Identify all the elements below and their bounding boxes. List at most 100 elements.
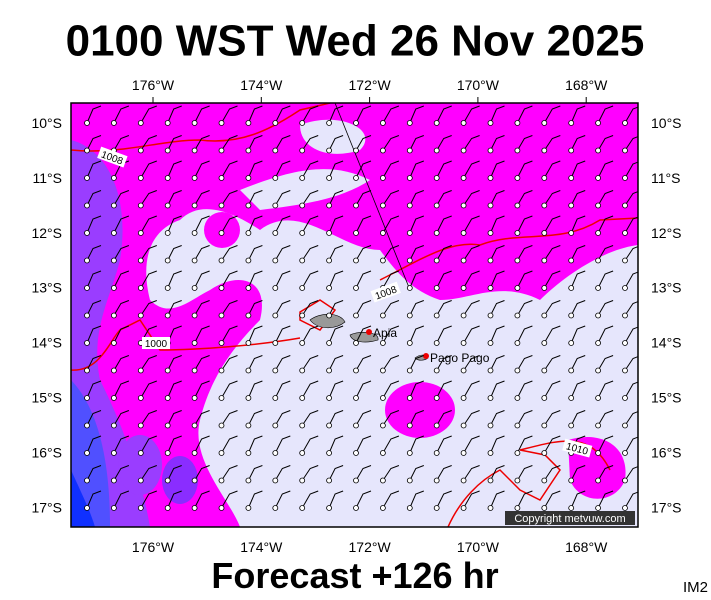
wind-barb	[86, 160, 102, 179]
wind-station	[299, 395, 306, 401]
wind-station	[568, 285, 575, 291]
wind-barb	[570, 135, 586, 151]
wind-barb	[355, 490, 372, 509]
wind-barb	[624, 271, 638, 289]
wind-station	[595, 175, 601, 181]
wind-barb	[86, 245, 102, 261]
wind-station	[568, 395, 575, 401]
wind-barb	[543, 410, 561, 426]
wind-station	[406, 285, 413, 291]
wind-barb	[436, 245, 452, 261]
wind-station	[568, 147, 575, 154]
wind-station	[111, 120, 117, 126]
wind-station	[299, 202, 306, 209]
wind-station	[595, 340, 601, 346]
wind-station	[487, 257, 494, 264]
wind-station	[191, 422, 198, 429]
wind-station	[218, 257, 225, 264]
wind-station	[326, 367, 333, 374]
wind-barb	[274, 160, 291, 179]
precip-field	[71, 103, 638, 527]
wind-barb	[597, 105, 614, 124]
wind-barb	[328, 270, 344, 289]
wind-barb	[86, 380, 102, 399]
wind-barb	[624, 106, 638, 124]
wind-station	[137, 120, 144, 126]
wind-barb	[570, 410, 586, 426]
wind-station	[299, 367, 306, 374]
wind-barb	[140, 105, 157, 124]
wind-station	[111, 505, 117, 511]
wind-barb	[247, 300, 263, 316]
wind-barb	[409, 270, 424, 289]
wind-station	[299, 257, 306, 264]
wind-barb	[409, 245, 424, 261]
wind-barb	[409, 410, 424, 426]
wind-station	[460, 477, 467, 484]
wind-station	[353, 147, 359, 154]
wind-barb	[194, 160, 210, 179]
wind-station	[245, 257, 252, 264]
wind-station	[433, 505, 440, 511]
wind-barb	[436, 325, 452, 344]
wind-barb	[194, 380, 210, 399]
wind-barb	[597, 245, 614, 261]
wind-station	[137, 285, 144, 291]
wind-barb	[516, 355, 533, 371]
wind-barb	[436, 380, 452, 399]
wind-barb	[436, 270, 452, 289]
wind-barb	[301, 410, 319, 426]
wind-barb	[409, 215, 424, 234]
wind-barb	[597, 325, 614, 344]
wind-station	[568, 340, 575, 346]
wind-barb	[490, 135, 505, 151]
wind-barb	[274, 190, 291, 206]
wind-barb	[328, 355, 344, 371]
wind-station	[541, 422, 548, 429]
wind-barb	[490, 355, 505, 371]
wind-station	[433, 175, 440, 181]
wind-barb	[355, 245, 372, 261]
wind-station	[622, 312, 628, 319]
wind-station	[137, 367, 144, 374]
wind-station	[353, 395, 359, 401]
wind-station	[595, 367, 601, 374]
wind-barb	[463, 410, 480, 426]
wind-station	[272, 367, 279, 374]
wind-station	[164, 477, 171, 484]
wind-station	[218, 230, 225, 236]
wind-barb	[194, 135, 210, 151]
wind-barb	[409, 355, 424, 371]
wind-barb	[463, 270, 480, 289]
lat-label: 15°S	[31, 390, 62, 406]
wind-station	[111, 285, 117, 291]
wind-station	[353, 505, 359, 511]
wind-barb	[301, 245, 319, 261]
wind-barb	[436, 105, 452, 124]
wind-barb	[274, 465, 291, 481]
wind-station	[84, 285, 90, 291]
wind-barb	[382, 135, 400, 151]
wind-barb	[436, 490, 452, 509]
wind-station	[84, 422, 90, 429]
wind-barb	[570, 325, 586, 344]
wind-barb	[140, 410, 157, 426]
wind-station	[218, 340, 225, 346]
wind-barb	[355, 300, 372, 316]
wind-barb	[624, 216, 638, 234]
wind-station	[299, 175, 306, 181]
wind-station	[433, 147, 440, 154]
lon-label: 172°W	[349, 77, 392, 93]
wind-station	[111, 477, 117, 484]
wind-station	[191, 230, 198, 236]
lat-label: 13°S	[31, 280, 62, 296]
wind-barb	[597, 490, 614, 509]
wind-station	[433, 395, 440, 401]
wind-station	[622, 395, 628, 401]
wind-station	[514, 285, 521, 291]
lat-label: 12°S	[31, 225, 62, 241]
wind-station	[595, 285, 601, 291]
wind-station	[299, 422, 306, 429]
wind-station	[406, 120, 413, 126]
wind-barb	[221, 190, 238, 206]
